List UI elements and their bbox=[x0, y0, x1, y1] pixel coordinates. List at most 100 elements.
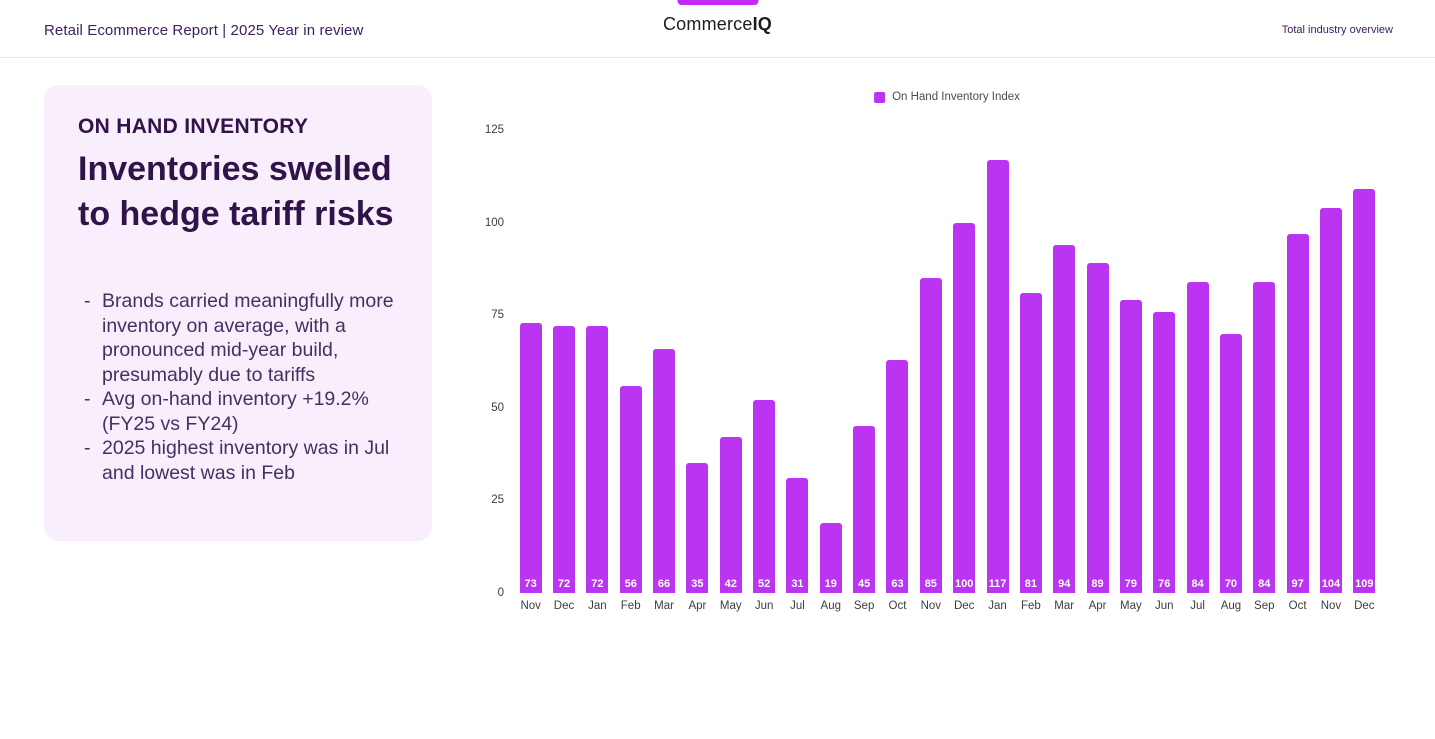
logo-text-bold: IQ bbox=[752, 14, 773, 34]
bar-value-label: 84 bbox=[1191, 578, 1204, 590]
logo-text: CommerceIQ bbox=[663, 14, 772, 35]
bar-value-label: 100 bbox=[954, 578, 974, 590]
bar-value-label: 19 bbox=[824, 578, 837, 590]
bar-value-label: 31 bbox=[791, 578, 804, 590]
bar[interactable]: 31 bbox=[786, 478, 809, 593]
x-axis-label: Apr bbox=[688, 600, 707, 612]
bar-value-label: 97 bbox=[1291, 578, 1304, 590]
bar[interactable]: 42 bbox=[719, 437, 742, 593]
bar-value-label: 72 bbox=[557, 578, 571, 590]
x-axis-label: Dec bbox=[553, 600, 575, 612]
x-axis-label: Jun bbox=[754, 600, 774, 612]
y-axis-tick-label: 25 bbox=[491, 494, 504, 507]
bar[interactable]: 72 bbox=[553, 326, 576, 593]
x-axis-label: Jan bbox=[988, 600, 1007, 612]
bar[interactable]: 85 bbox=[919, 278, 942, 593]
bullet-item: Avg on-hand inventory +19.2% (FY25 vs FY… bbox=[78, 387, 394, 436]
legend-label: On Hand Inventory Index bbox=[892, 91, 1020, 103]
y-axis-tick-label: 75 bbox=[491, 309, 504, 322]
bullet-item: 2025 highest inventory was in Jul and lo… bbox=[78, 436, 394, 485]
x-axis-label: Mar bbox=[1054, 600, 1075, 612]
x-axis-label: Nov bbox=[1320, 600, 1342, 612]
card-title: Inventories swelled to hedge tariff risk… bbox=[78, 150, 394, 233]
card-kicker: ON HAND INVENTORY bbox=[78, 115, 309, 138]
x-axis-label: Oct bbox=[1288, 600, 1307, 612]
bar[interactable]: 56 bbox=[619, 385, 642, 593]
bar-value-label: 94 bbox=[1058, 578, 1071, 590]
x-axis-label: Aug bbox=[820, 600, 842, 612]
report-title: Retail Ecommerce Report | 2025 Year in r… bbox=[44, 22, 364, 39]
legend-swatch bbox=[874, 91, 886, 103]
x-axis-label: Oct bbox=[888, 600, 907, 612]
y-axis-tick-label: 0 bbox=[497, 587, 504, 599]
bar[interactable]: 52 bbox=[753, 400, 776, 593]
x-axis-label: Jul bbox=[1190, 600, 1205, 612]
y-axis-tick-label: 100 bbox=[484, 216, 504, 229]
bar-value-label: 81 bbox=[1024, 578, 1037, 590]
x-axis-label: Jun bbox=[1154, 600, 1174, 612]
bar[interactable]: 63 bbox=[886, 359, 909, 593]
bar[interactable]: 72 bbox=[586, 326, 609, 593]
bar[interactable]: 45 bbox=[853, 426, 876, 593]
inventory-chart: On Hand Inventory Index 0 25 50 75 100 125 73… bbox=[484, 85, 1408, 630]
x-axis-label: May bbox=[1120, 600, 1142, 612]
bar-value-label: 79 bbox=[1124, 578, 1138, 590]
bar[interactable]: 84 bbox=[1253, 281, 1276, 593]
bar[interactable]: 81 bbox=[1019, 292, 1042, 593]
chart-legend[interactable]: On Hand Inventory Index bbox=[874, 91, 1020, 103]
top-bar: Retail Ecommerce Report | 2025 Year in r… bbox=[0, 0, 1435, 58]
bar-value-label: 42 bbox=[724, 578, 737, 590]
bar[interactable]: 109 bbox=[1353, 189, 1376, 593]
bar-value-label: 72 bbox=[591, 578, 604, 590]
x-axis-label: Dec bbox=[1354, 600, 1375, 612]
x-axis-label: Nov bbox=[520, 600, 541, 612]
y-axis-tick-label: 125 bbox=[484, 124, 504, 136]
bar-value-label: 104 bbox=[1321, 578, 1341, 590]
x-axis-label: Nov bbox=[920, 600, 942, 612]
bar[interactable]: 73 bbox=[519, 322, 542, 593]
x-axis-label: Mar bbox=[654, 600, 674, 612]
bar-value-label: 89 bbox=[1091, 578, 1104, 590]
bullet-item: Brands carried meaningfully more invento… bbox=[78, 289, 394, 387]
bar-value-label: 52 bbox=[757, 578, 771, 590]
bar[interactable]: 89 bbox=[1086, 263, 1109, 593]
bar[interactable]: 76 bbox=[1153, 311, 1176, 593]
y-axis-tick-label: 50 bbox=[491, 401, 504, 414]
bar[interactable]: 19 bbox=[819, 522, 842, 593]
plot-area: 73 72 72 56 66 35 42 52 31 19 45 63 85 100 117 81 94 89 79… bbox=[514, 130, 1381, 593]
x-axis-label: Sep bbox=[1254, 600, 1275, 612]
bar-value-label: 70 bbox=[1224, 578, 1238, 590]
x-axis: Nov Dec Jan Feb Mar Apr May Jun Jul Aug Sep Oct Nov D… bbox=[514, 600, 1381, 616]
bar[interactable]: 35 bbox=[686, 463, 709, 593]
bar[interactable]: 117 bbox=[986, 159, 1009, 593]
x-axis-label: Jul bbox=[790, 600, 805, 612]
bar-value-label: 56 bbox=[624, 578, 637, 590]
x-axis-label: Feb bbox=[1020, 600, 1041, 612]
y-axis: 0 25 50 75 100 125 bbox=[484, 124, 504, 599]
bar-value-label: 45 bbox=[858, 578, 871, 590]
x-axis-label: Jan bbox=[588, 600, 607, 612]
bar[interactable]: 66 bbox=[653, 348, 676, 593]
logo-text-regular: Commerce bbox=[662, 14, 753, 34]
bar[interactable]: 100 bbox=[953, 222, 976, 593]
bar-value-label: 85 bbox=[924, 578, 937, 590]
bar[interactable]: 94 bbox=[1053, 244, 1076, 593]
commerceiq-logo[interactable]: CommerceIQ bbox=[663, 0, 772, 35]
bar-value-label: 63 bbox=[891, 578, 904, 590]
bar[interactable]: 104 bbox=[1319, 207, 1342, 593]
x-axis-label: Apr bbox=[1088, 600, 1107, 612]
bar[interactable]: 97 bbox=[1286, 233, 1309, 593]
accent-pill bbox=[677, 0, 758, 5]
bar-value-label: 76 bbox=[1158, 578, 1171, 590]
bar[interactable]: 84 bbox=[1186, 281, 1209, 593]
bar[interactable]: 79 bbox=[1119, 300, 1142, 593]
bar-value-label: 66 bbox=[657, 578, 671, 590]
bar-value-label: 117 bbox=[988, 578, 1007, 590]
x-axis-label: Sep bbox=[853, 600, 875, 612]
insight-card: ON HAND INVENTORY Inventories swelled to… bbox=[44, 85, 432, 541]
bar-value-label: 84 bbox=[1258, 578, 1271, 590]
bar[interactable]: 70 bbox=[1219, 333, 1242, 593]
bullet-list: Brands carried meaningfully more invento… bbox=[78, 289, 408, 485]
bar-value-label: 109 bbox=[1355, 578, 1374, 590]
x-axis-label: Aug bbox=[1220, 600, 1242, 612]
